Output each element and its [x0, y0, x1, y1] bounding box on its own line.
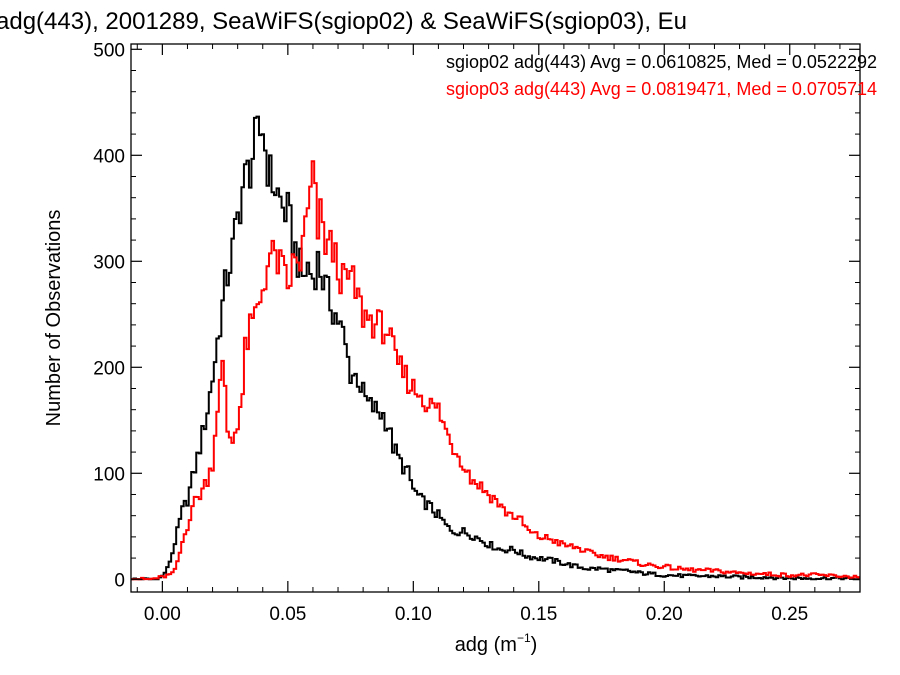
y-tick-label: 500	[93, 40, 125, 61]
x-axis-label-close: )	[531, 634, 538, 656]
plot-frame	[130, 43, 861, 593]
x-axis-label: adg (m−1)	[455, 631, 538, 656]
x-axis-label-unit: −1	[517, 631, 531, 645]
x-tick-label: 0.20	[646, 604, 683, 625]
axes: 0.00 0.05 0.10 0.15 0.20 0.25 0 100 200 300 400 500	[93, 40, 860, 625]
x-tick-label: 0.05	[269, 604, 306, 625]
x-tick-label: 0.10	[395, 604, 432, 625]
plot-area	[131, 115, 860, 581]
histogram-series-sgiop03	[131, 160, 860, 581]
y-tick-label: 0	[114, 570, 125, 591]
y-tick-label: 200	[93, 358, 125, 379]
y-tick-label: 100	[93, 464, 125, 485]
x-tick-label: 0.25	[771, 604, 808, 625]
y-axis-label: Number of Observations	[43, 210, 65, 427]
chart-title: adg(443), 2001289, SeaWiFS(sgiop02) & Se…	[0, 8, 687, 35]
x-tick-label: 0.15	[520, 604, 557, 625]
histogram-series-sgiop02	[131, 115, 860, 581]
legend: sgiop02 adg(443) Avg = 0.0610825, Med = …	[446, 52, 877, 99]
legend-entry-sgiop02: sgiop02 adg(443) Avg = 0.0610825, Med = …	[446, 52, 877, 72]
y-tick-label: 300	[93, 252, 125, 273]
legend-entry-sgiop03: sgiop03 adg(443) Avg = 0.0819471, Med = …	[446, 79, 877, 99]
x-axis-label-main: adg (m	[455, 634, 517, 656]
x-tick-label: 0.00	[144, 604, 181, 625]
y-tick-label: 400	[93, 146, 125, 167]
